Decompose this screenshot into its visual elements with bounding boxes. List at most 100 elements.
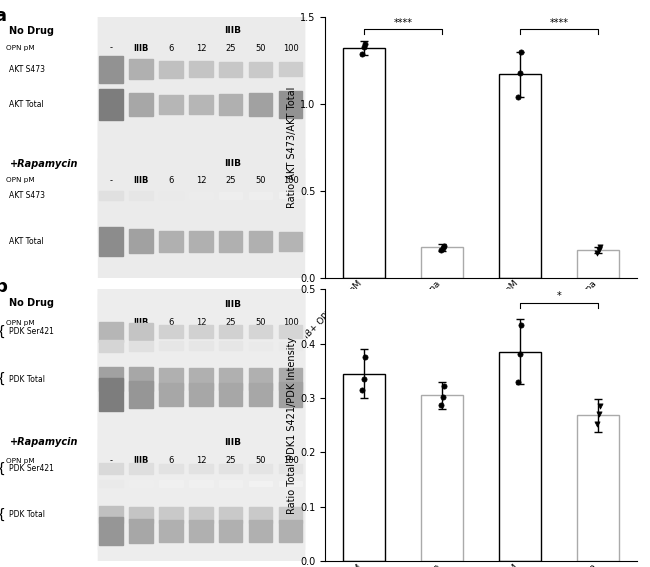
- Point: [357, 50, 367, 59]
- Text: 50: 50: [255, 318, 266, 327]
- Bar: [129, 519, 153, 543]
- Bar: [219, 192, 242, 198]
- Bar: [159, 61, 183, 78]
- Text: 25: 25: [226, 176, 236, 185]
- Bar: [219, 521, 242, 541]
- Bar: [99, 367, 123, 391]
- Point: [592, 248, 602, 257]
- Text: PDK Total: PDK Total: [10, 510, 46, 519]
- Bar: [279, 62, 302, 76]
- Bar: [219, 94, 242, 115]
- Point: [593, 246, 604, 255]
- Bar: [98, 0, 304, 252]
- Bar: [249, 92, 272, 116]
- Point: [515, 68, 525, 77]
- Bar: [159, 383, 183, 406]
- Point: [593, 410, 604, 419]
- Text: IIIB: IIIB: [224, 300, 240, 308]
- Bar: [189, 507, 213, 523]
- Text: -: -: [110, 318, 112, 327]
- Bar: [98, 244, 304, 420]
- Bar: [279, 325, 302, 338]
- Bar: [99, 480, 123, 487]
- Bar: [219, 62, 242, 77]
- Bar: [129, 191, 153, 200]
- Bar: [219, 507, 242, 523]
- Bar: [189, 383, 213, 406]
- Bar: [129, 93, 153, 116]
- Text: AKT Total: AKT Total: [10, 237, 44, 246]
- Bar: [189, 231, 213, 252]
- Text: 6: 6: [168, 176, 174, 185]
- Text: PDK Ser421: PDK Ser421: [10, 464, 55, 473]
- Point: [439, 382, 449, 391]
- Bar: [99, 322, 123, 342]
- Point: [513, 92, 523, 101]
- Bar: [499, 352, 541, 561]
- Bar: [421, 247, 463, 278]
- Bar: [159, 95, 183, 114]
- Bar: [129, 230, 153, 253]
- Bar: [577, 416, 619, 561]
- Text: 100: 100: [283, 456, 298, 466]
- Bar: [129, 341, 153, 351]
- Point: [592, 420, 602, 429]
- Bar: [219, 383, 242, 406]
- Text: -: -: [110, 456, 112, 466]
- Text: +Rapamycin: +Rapamycin: [10, 437, 78, 447]
- Bar: [279, 481, 302, 486]
- Bar: [249, 342, 272, 350]
- Point: [359, 374, 369, 383]
- Text: +Rapamycin: +Rapamycin: [10, 159, 78, 169]
- Point: [516, 47, 526, 56]
- Text: 50: 50: [255, 44, 266, 53]
- Point: [513, 377, 523, 386]
- Bar: [279, 342, 302, 350]
- Bar: [129, 506, 153, 523]
- Text: IIIB: IIIB: [224, 159, 240, 168]
- Bar: [219, 325, 242, 338]
- Bar: [98, 158, 304, 233]
- Bar: [219, 231, 242, 252]
- Text: 6: 6: [168, 318, 174, 327]
- Y-axis label: Ratio Total PDK1 S421/PDK Intensity: Ratio Total PDK1 S421/PDK Intensity: [287, 337, 297, 514]
- Bar: [159, 507, 183, 523]
- Point: [516, 320, 526, 329]
- Point: [515, 350, 525, 359]
- Bar: [249, 521, 272, 541]
- Text: OPN pM: OPN pM: [6, 45, 35, 51]
- Point: [437, 392, 448, 401]
- Bar: [159, 231, 183, 252]
- Bar: [159, 521, 183, 541]
- Point: [439, 241, 449, 250]
- Bar: [99, 227, 123, 256]
- Bar: [279, 507, 302, 523]
- Point: [437, 243, 448, 252]
- Bar: [249, 383, 272, 406]
- Text: ****: ****: [393, 18, 413, 28]
- Text: a: a: [0, 7, 6, 24]
- Text: 50: 50: [255, 456, 266, 466]
- Bar: [499, 74, 541, 278]
- Text: 12: 12: [196, 318, 206, 327]
- Text: {: {: [0, 508, 5, 522]
- Text: AKT S473: AKT S473: [10, 65, 46, 74]
- Text: ****: ****: [549, 18, 569, 28]
- Bar: [98, 422, 304, 515]
- Text: No Drug: No Drug: [10, 298, 55, 308]
- Bar: [98, 240, 304, 549]
- Bar: [219, 369, 242, 390]
- Text: -: -: [110, 176, 112, 185]
- Text: IIIB: IIIB: [224, 438, 240, 447]
- Bar: [249, 507, 272, 523]
- Bar: [343, 374, 385, 561]
- Bar: [99, 463, 123, 474]
- Point: [436, 400, 446, 409]
- Bar: [98, 439, 304, 567]
- Bar: [129, 381, 153, 408]
- Bar: [99, 191, 123, 200]
- Text: 25: 25: [226, 318, 236, 327]
- Point: [436, 245, 446, 254]
- Text: 12: 12: [196, 456, 206, 466]
- Text: OPN pM: OPN pM: [6, 177, 35, 184]
